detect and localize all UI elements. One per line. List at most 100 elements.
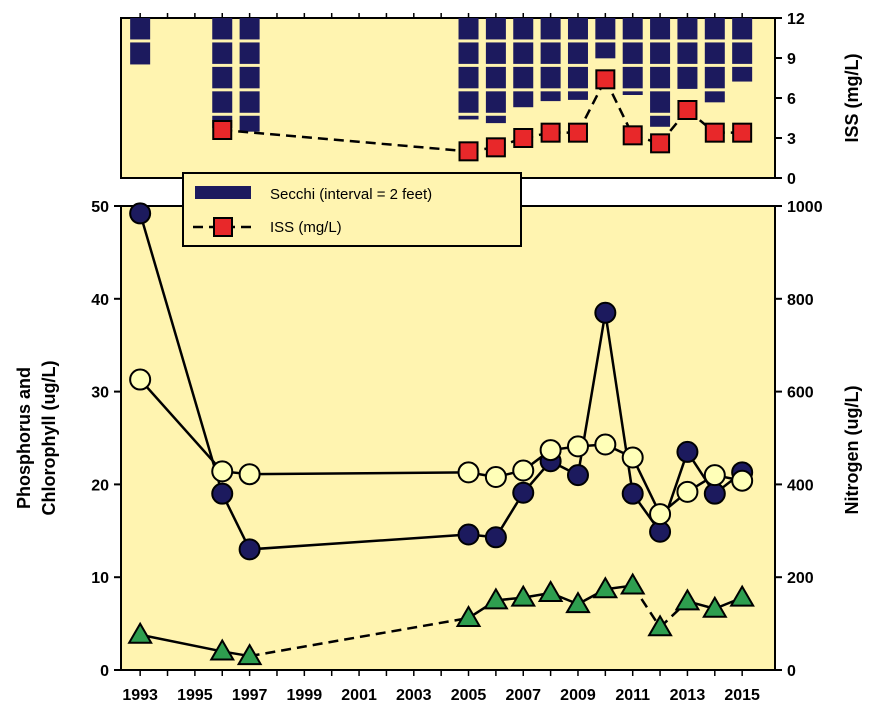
point-1996 xyxy=(209,638,235,661)
top-right-tick-label: 0 xyxy=(787,171,796,188)
secchi-segment xyxy=(485,42,506,64)
point-2014 xyxy=(703,482,726,505)
legend-iss-marker xyxy=(213,217,233,237)
secchi-segment xyxy=(239,66,260,89)
point-2012 xyxy=(647,614,673,637)
legend: Secchi (interval = 2 feet) ISS (mg/L) xyxy=(182,172,522,247)
left-tick-label: 0 xyxy=(100,663,109,680)
x-tick-label: 2001 xyxy=(341,687,377,702)
left-tick-label: 10 xyxy=(91,570,109,587)
point-2008 xyxy=(539,439,562,462)
x-tick-label: 2007 xyxy=(505,687,541,702)
series-line-segment xyxy=(139,378,224,473)
iss-point-2013 xyxy=(677,100,698,120)
secchi-bar-1997 xyxy=(239,18,260,132)
iss-axis-title: ISS (mg/L) xyxy=(842,53,862,142)
legend-iss-label: ISS (mg/L) xyxy=(270,219,342,236)
point-1993 xyxy=(129,368,152,391)
series-line-segment xyxy=(249,616,469,658)
x-tick-label: 2005 xyxy=(451,687,487,702)
secchi-segment xyxy=(485,18,506,40)
iss-point-2008 xyxy=(540,122,561,143)
point-2012 xyxy=(649,503,672,526)
left-axis-title-line2: Chlorophyll (ug/L) xyxy=(39,361,59,516)
secchi-segment xyxy=(650,66,671,89)
secchi-segment xyxy=(732,18,753,40)
point-2010 xyxy=(594,301,617,324)
series-line-segment xyxy=(249,471,469,476)
secchi-bar-2008 xyxy=(540,18,561,102)
secchi-segment xyxy=(130,18,151,40)
x-tick-label: 2013 xyxy=(670,687,706,702)
nitrogen-axis-title: Nitrogen (ug/L) xyxy=(842,386,862,515)
secchi-segment xyxy=(513,91,534,108)
point-2007 xyxy=(512,481,535,504)
point-2009 xyxy=(566,464,589,487)
point-1996 xyxy=(211,482,234,505)
left-tick-label: 30 xyxy=(91,385,109,402)
secchi-bars xyxy=(130,18,753,132)
right-tick-label: 800 xyxy=(787,292,814,309)
x-tick-label: 2009 xyxy=(560,687,596,702)
series-line-segment xyxy=(138,213,224,495)
secchi-segment xyxy=(650,91,671,113)
bottom-left-axis: 50 40 30 20 10 0 xyxy=(91,199,121,680)
secchi-segment xyxy=(513,18,534,40)
secchi-segment xyxy=(650,18,671,40)
secchi-segment xyxy=(239,42,260,64)
secchi-segment xyxy=(130,42,151,65)
secchi-bar-2012 xyxy=(650,18,671,127)
iss-point-2012 xyxy=(650,133,671,154)
x-tick-label: 1995 xyxy=(177,687,213,702)
right-tick-label: 200 xyxy=(787,570,814,587)
secchi-segment xyxy=(458,42,479,64)
secchi-segment xyxy=(458,66,479,89)
iss-point-2010 xyxy=(595,69,616,90)
secchi-segment xyxy=(677,18,698,40)
secchi-segment xyxy=(622,66,643,89)
point-1997 xyxy=(238,538,261,561)
series-line-segment xyxy=(249,533,469,551)
nutrient-series xyxy=(127,202,755,666)
iss-series xyxy=(212,69,753,162)
secchi-segment xyxy=(212,18,233,40)
secchi-segment xyxy=(650,115,671,127)
point-2010 xyxy=(592,576,619,599)
secchi-segment xyxy=(239,91,260,113)
secchi-segment xyxy=(567,66,588,89)
secchi-segment xyxy=(513,66,534,89)
secchi-segment xyxy=(567,18,588,40)
x-tick-label: 2011 xyxy=(615,687,650,702)
point-2005 xyxy=(455,605,482,628)
x-axis: 1993 1995 1997 1999 2001 2003 2005 2007 2009 2011… xyxy=(122,13,760,702)
point-2015 xyxy=(731,469,754,492)
left-tick-label: 40 xyxy=(91,292,109,309)
left-tick-label: 50 xyxy=(91,199,109,216)
secchi-segment xyxy=(650,42,671,64)
point-2013 xyxy=(676,480,699,503)
secchi-segment xyxy=(704,66,725,89)
secchi-segment xyxy=(622,91,643,95)
secchi-segment xyxy=(458,18,479,40)
right-tick-label: 400 xyxy=(787,477,814,494)
secchi-segment xyxy=(704,91,725,103)
point-2011 xyxy=(619,572,646,595)
secchi-segment xyxy=(239,115,260,132)
secchi-segment xyxy=(212,66,233,89)
legend-secchi-swatch xyxy=(195,186,251,199)
secchi-segment xyxy=(732,66,753,82)
iss-line-segment xyxy=(222,128,469,153)
secchi-segment xyxy=(458,91,479,113)
point-2006 xyxy=(484,465,507,488)
iss-point-2011 xyxy=(622,125,643,146)
point-2007 xyxy=(510,584,536,607)
secchi-segment xyxy=(704,18,725,40)
secchi-bar-2010 xyxy=(595,18,616,59)
top-right-tick-label: 3 xyxy=(787,131,796,148)
chlorophyll-series xyxy=(129,368,754,526)
secchi-bar-2006 xyxy=(485,18,506,124)
top-right-axis: 12 9 6 3 0 xyxy=(775,11,805,188)
secchi-segment xyxy=(595,42,616,59)
secchi-bar-2005 xyxy=(458,18,479,120)
